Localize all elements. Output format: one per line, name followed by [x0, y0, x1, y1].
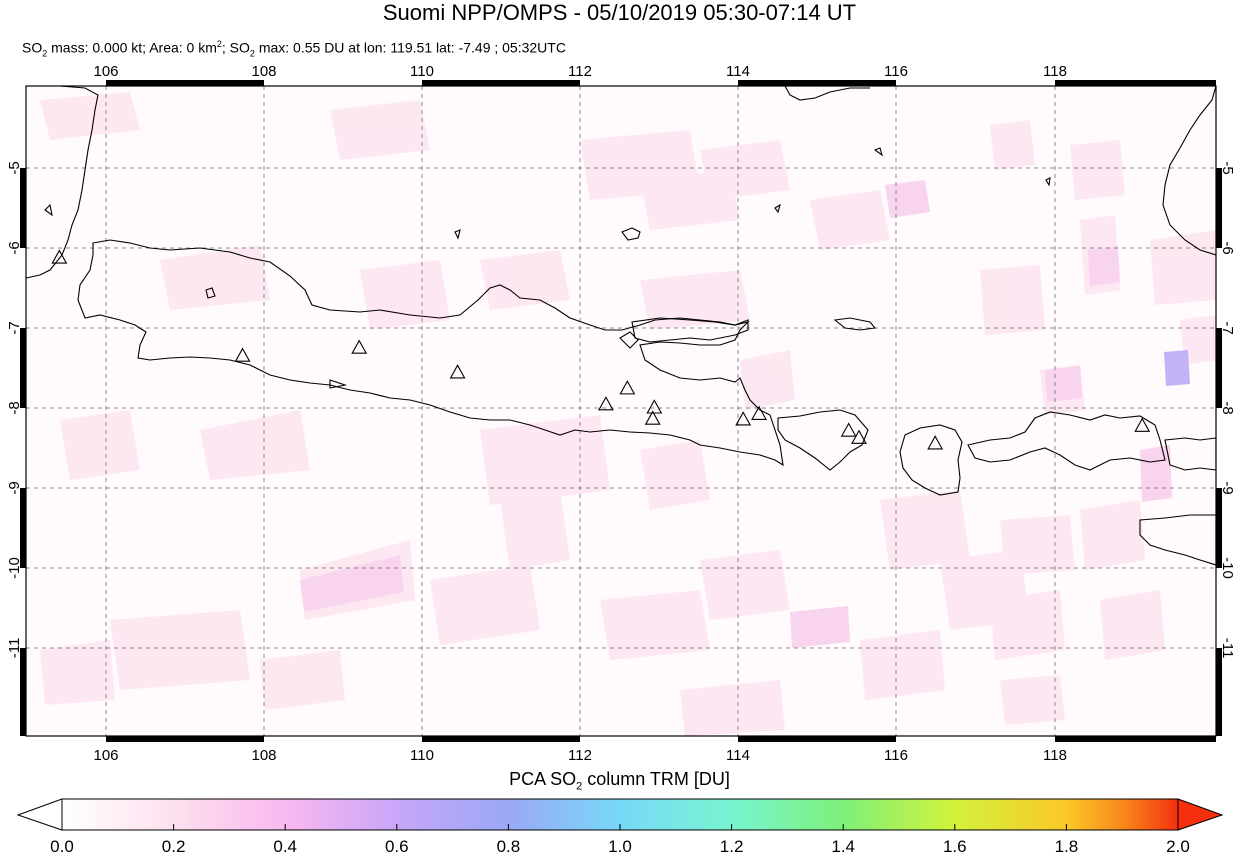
bawean-coastline [621, 227, 641, 241]
lat-label: -9 [1219, 481, 1236, 494]
lon-label: 114 [726, 63, 750, 80]
lon-label: 116 [884, 63, 908, 80]
volcano-triangle-icon [646, 399, 663, 414]
lat-label: -8 [1219, 401, 1236, 414]
lat-label: -8 [6, 401, 23, 414]
volcano-triangle-icon [351, 339, 368, 354]
so2-pixel-layer [40, 92, 1216, 736]
kalimantan-coastline [784, 86, 870, 101]
lat-label: -11 [1219, 638, 1236, 659]
lat-label: -7 [1219, 321, 1236, 334]
lat-label: -6 [6, 241, 23, 254]
volcano-triangle-icon [851, 429, 867, 444]
colorbar-tick: 1.0 [608, 837, 632, 855]
lon-label: 112 [568, 747, 592, 764]
lon-label: 106 [93, 747, 118, 764]
map-border-scale [20, 80, 1222, 742]
lon-label: 110 [410, 63, 434, 80]
sumbawa-coastline [967, 411, 1166, 471]
sumatra-coastline [26, 86, 99, 279]
colorbar: 0.0 0.2 0.4 0.6 0.8 1.0 1.2 1.4 1.6 1.8 … [16, 798, 1224, 855]
lon-label: 106 [93, 63, 118, 80]
volcano-triangle-icon [1134, 417, 1151, 432]
colorbar-tick: 0.4 [273, 837, 297, 855]
volcano-triangle-icon [619, 380, 636, 395]
lon-label: 110 [410, 747, 434, 764]
colorbar-tick: 1.4 [831, 837, 855, 855]
lat-label: -10 [6, 557, 23, 579]
lombok-coastline [899, 424, 963, 496]
lon-label: 118 [1043, 63, 1067, 80]
lon-label: 108 [251, 63, 276, 80]
lon-labels-bottom: 106 108 110 112 114 116 118 [93, 747, 1066, 764]
volcano-triangle-icon [51, 249, 68, 264]
colorbar-ticks: 0.0 0.2 0.4 0.6 0.8 1.0 1.2 1.4 1.6 1.8 … [50, 837, 1190, 855]
map-frame [25, 85, 1217, 737]
bali-coastline [777, 409, 869, 471]
so2-max-pixel [1164, 350, 1190, 386]
colorbar-tick: 0.2 [162, 837, 186, 855]
sulawesi-coastline [1162, 86, 1216, 256]
colorbar-min-arrow [16, 798, 63, 831]
map-title: Suomi NPP/OMPS - 05/10/2019 05:30-07:14 … [382, 0, 857, 25]
colorbar-tick: 1.2 [720, 837, 744, 855]
lat-label: -5 [1219, 161, 1236, 174]
colorbar-tick: 0.0 [50, 837, 74, 855]
lat-labels-right: -5 -6 -7 -8 -9 -10 -11 [1219, 161, 1236, 658]
lon-label: 118 [1043, 747, 1067, 764]
lon-labels-top: 106 108 110 112 114 116 118 [93, 63, 1066, 80]
lon-label: 108 [251, 747, 276, 764]
lon-label: 112 [568, 63, 592, 80]
lat-label: -11 [6, 638, 23, 659]
lon-label: 114 [726, 747, 750, 764]
lat-label: -6 [1219, 241, 1236, 254]
coastlines [26, 86, 1216, 566]
map-grid [26, 86, 1216, 736]
colorbar-label: PCA SO2 column TRM [DU] [509, 769, 730, 793]
volcano-triangle-icon [234, 347, 251, 362]
colorbar-tick: 1.8 [1055, 837, 1079, 855]
volcano-triangle-icon [644, 410, 661, 425]
lat-label: -10 [1219, 557, 1236, 579]
volcano-triangle-icon [449, 364, 466, 379]
volcano-triangle-icon [597, 396, 614, 411]
lat-label: -5 [6, 161, 23, 174]
sumba-coastline [1139, 514, 1216, 566]
colorbar-tick: 0.6 [385, 837, 409, 855]
lat-label: -7 [6, 321, 23, 334]
java-coastline [77, 239, 784, 467]
colorbar-tick: 0.8 [497, 837, 521, 855]
colorbar-max-arrow [1177, 798, 1224, 831]
lat-labels-left: -5 -6 -7 -8 -9 -10 -11 [6, 161, 23, 658]
volcano-triangle-icon [840, 422, 857, 437]
kangean-coastline [833, 317, 877, 331]
volcano-triangle-icon [735, 411, 752, 426]
volcano-layer [51, 249, 1151, 450]
lon-label: 116 [884, 747, 908, 764]
colorbar-tick: 1.6 [943, 837, 967, 855]
map-subtitle: SO2 mass: 0.000 kt; Area: 0 km2; SO2 max… [22, 39, 566, 59]
volcano-triangle-icon [927, 435, 944, 450]
madura-coastline [631, 317, 749, 343]
volcano-triangle-icon [751, 405, 767, 420]
lat-label: -9 [6, 481, 23, 494]
colorbar-tick: 2.0 [1166, 837, 1190, 855]
flores-coastline [1164, 437, 1216, 471]
